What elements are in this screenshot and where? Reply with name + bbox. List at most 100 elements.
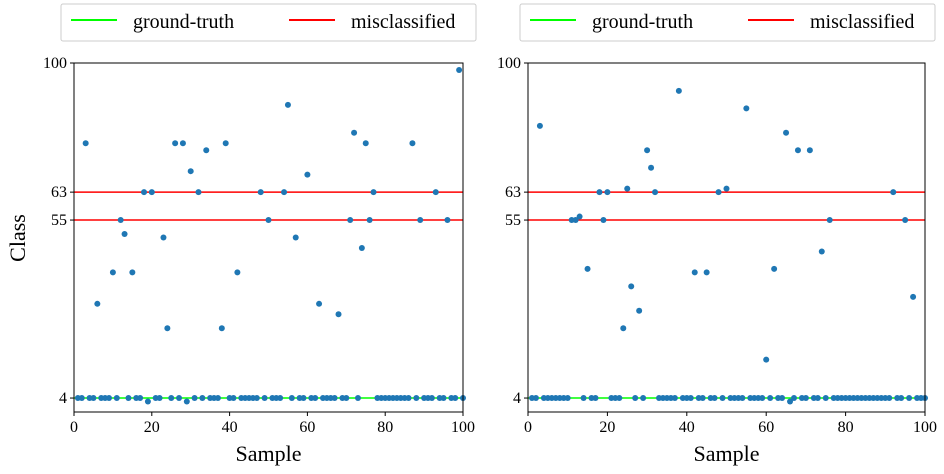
- x-tick-label: 100: [913, 419, 937, 436]
- y-ticks-left: 4 55 63 100: [43, 55, 74, 407]
- data-point: [335, 311, 342, 318]
- data-point: [794, 147, 801, 154]
- data-point: [440, 395, 447, 402]
- data-point: [719, 395, 726, 402]
- data-point: [218, 325, 225, 332]
- x-ticks-left: 0 20 40 60 80 100: [70, 412, 475, 436]
- data-point: [444, 217, 451, 224]
- data-point: [125, 395, 132, 402]
- plot-area-right: 0 20 40 60 80 100 4 55 63 100: [497, 55, 937, 436]
- data-point: [532, 395, 539, 402]
- data-point: [257, 189, 264, 196]
- data-point: [616, 395, 623, 402]
- data-point: [675, 87, 682, 94]
- data-point: [592, 395, 599, 402]
- y-ticks-right: 4 55 63 100: [497, 55, 528, 407]
- data-point: [779, 395, 786, 402]
- data-point: [763, 356, 770, 363]
- data-point: [230, 395, 237, 402]
- data-point: [699, 395, 706, 402]
- data-point: [536, 122, 543, 129]
- data-point: [109, 269, 116, 276]
- data-point: [164, 325, 171, 332]
- data-point: [176, 395, 183, 402]
- data-point: [814, 395, 821, 402]
- x-tick-label: 60: [758, 419, 774, 436]
- data-point: [265, 217, 272, 224]
- data-point: [759, 395, 766, 402]
- data-point: [354, 395, 361, 402]
- data-point: [715, 189, 722, 196]
- data-point: [203, 147, 210, 154]
- data-point: [144, 398, 151, 405]
- data-point: [90, 395, 97, 402]
- data-point: [137, 395, 144, 402]
- x-tick-label: 60: [299, 419, 315, 436]
- data-point: [156, 395, 163, 402]
- data-point: [711, 395, 718, 402]
- data-point: [723, 185, 730, 192]
- data-point: [806, 147, 813, 154]
- data-point: [312, 395, 319, 402]
- data-point: [288, 395, 295, 402]
- data-point: [351, 129, 358, 136]
- data-point: [148, 189, 155, 196]
- data-point: [316, 300, 323, 307]
- data-point: [187, 168, 194, 175]
- legend-left: ground-truth misclassified: [60, 3, 477, 42]
- data-point: [886, 395, 893, 402]
- data-point: [456, 66, 463, 73]
- x-tick-label: 20: [599, 419, 615, 436]
- data-point: [822, 395, 829, 402]
- legend-label-ground-truth: ground-truth: [592, 11, 693, 33]
- data-point: [281, 189, 288, 196]
- data-point: [191, 395, 198, 402]
- data-point: [331, 395, 338, 402]
- y-tick-label: 100: [497, 55, 521, 72]
- legend-right: ground-truth misclassified: [519, 3, 936, 42]
- data-point: [214, 395, 221, 402]
- data-point: [826, 217, 833, 224]
- data-point: [82, 140, 89, 147]
- y-tick-label: 100: [43, 55, 67, 72]
- data-point: [691, 269, 698, 276]
- x-axis-label-left: Sample: [236, 441, 302, 466]
- data-point: [358, 244, 365, 251]
- data-point: [141, 189, 148, 196]
- data-point: [767, 395, 774, 402]
- data-point: [199, 395, 206, 402]
- data-point: [600, 217, 607, 224]
- y-axis-label-left: Class: [5, 214, 30, 262]
- data-point: [739, 395, 746, 402]
- data-point: [906, 395, 913, 402]
- data-point: [652, 189, 659, 196]
- data-point: [362, 140, 369, 147]
- data-point: [347, 217, 354, 224]
- legend-label-misclassified: misclassified: [351, 11, 455, 33]
- data-point: [703, 269, 710, 276]
- data-point: [222, 140, 229, 147]
- data-point: [671, 395, 678, 402]
- left-panel: ground-truth misclassified 0 20 40 60 80 100 …: [5, 3, 477, 466]
- data-point: [790, 395, 797, 402]
- data-point: [787, 398, 794, 405]
- data-point: [648, 164, 655, 171]
- ref-lines-right: [528, 191, 925, 399]
- data-point: [636, 307, 643, 314]
- data-point: [818, 248, 825, 255]
- data-point: [277, 395, 284, 402]
- data-point: [160, 234, 167, 241]
- data-point: [576, 213, 583, 220]
- data-point: [640, 395, 647, 402]
- data-point: [572, 217, 579, 224]
- x-tick-label: 100: [451, 419, 475, 436]
- data-point: [624, 185, 631, 192]
- data-point: [370, 189, 377, 196]
- data-point: [366, 217, 373, 224]
- data-point: [596, 189, 603, 196]
- data-point: [564, 395, 571, 402]
- data-point: [898, 395, 905, 402]
- points-left: [74, 66, 466, 405]
- data-point: [172, 140, 179, 147]
- data-point: [620, 325, 627, 332]
